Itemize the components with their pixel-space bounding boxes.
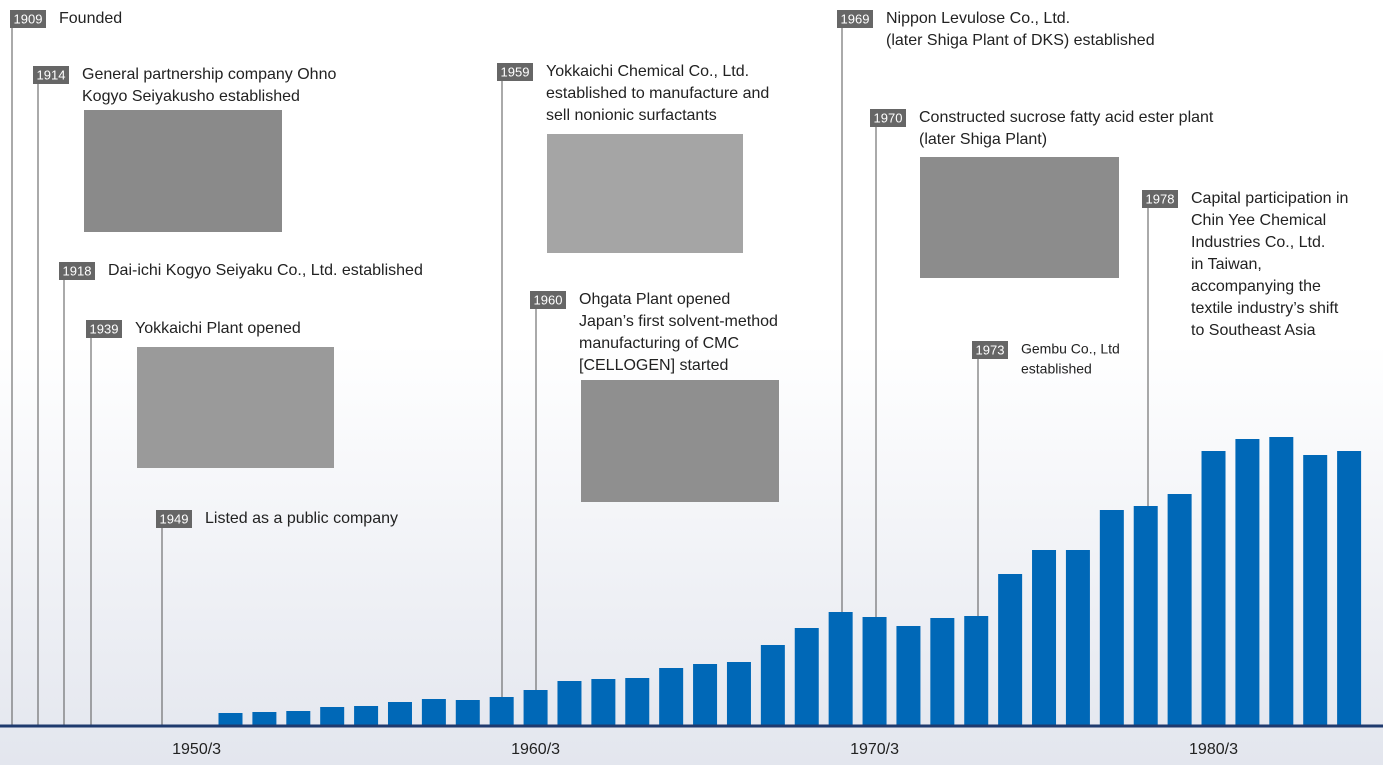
bar — [286, 711, 311, 725]
event-text: Japan’s first solvent-method — [579, 313, 778, 330]
event-year: 1914 — [37, 67, 66, 82]
event-text: textile industry’s shift — [1191, 300, 1339, 317]
event-text: General partnership company Ohno — [82, 66, 336, 83]
event-year: 1978 — [1146, 191, 1175, 206]
bar — [998, 574, 1023, 725]
bar — [1032, 550, 1057, 725]
bar — [421, 699, 446, 725]
event-year: 1969 — [841, 11, 870, 26]
bar — [862, 617, 887, 725]
x-tick-label: 1980/3 — [1189, 741, 1238, 758]
photo — [920, 157, 1119, 278]
bar — [1337, 451, 1362, 725]
event-year: 1960 — [534, 292, 563, 307]
event-text: Gembu Co., Ltd — [1021, 341, 1120, 357]
x-tick-label: 1970/3 — [850, 741, 899, 758]
year-badge — [972, 341, 1008, 359]
photo — [547, 134, 743, 253]
bar — [828, 612, 853, 725]
bar — [557, 681, 582, 725]
bar — [354, 706, 379, 725]
bar — [625, 678, 650, 725]
event-text: sell nonionic surfactants — [546, 107, 717, 124]
event-text: Capital participation in — [1191, 190, 1348, 207]
event-year: 1949 — [160, 511, 189, 526]
bar — [1167, 494, 1192, 725]
bar — [964, 616, 989, 725]
bar — [1235, 439, 1260, 725]
event-text: Nippon Levulose Co., Ltd. — [886, 10, 1070, 27]
year-badge — [837, 10, 873, 28]
year-badge — [86, 320, 122, 338]
event-text: Yokkaichi Chemical Co., Ltd. — [546, 63, 749, 80]
bar — [591, 679, 616, 725]
bar — [489, 697, 514, 725]
event-text: (later Shiga Plant) — [919, 131, 1047, 148]
bar — [320, 707, 345, 725]
event-text: Chin Yee Chemical — [1191, 212, 1326, 229]
event-text: accompanying the — [1191, 278, 1321, 295]
event-text: manufacturing of CMC — [579, 335, 739, 352]
event-text: (later Shiga Plant of DKS) established — [886, 32, 1155, 49]
event-year: 1970 — [874, 110, 903, 125]
year-badge — [870, 109, 906, 127]
bar — [659, 668, 684, 725]
event-year: 1959 — [501, 64, 530, 79]
bar — [1303, 455, 1328, 725]
bar — [523, 690, 548, 725]
bar — [726, 662, 751, 725]
event-text: [CELLOGEN] started — [579, 357, 728, 374]
bar — [930, 618, 955, 725]
event-text: to Southeast Asia — [1191, 322, 1316, 339]
x-tick-label: 1960/3 — [511, 741, 560, 758]
event-text: established — [1021, 361, 1092, 377]
photo — [84, 110, 282, 232]
photo — [581, 380, 779, 502]
photo — [137, 347, 334, 468]
bar — [760, 645, 785, 725]
event-text: Founded — [59, 10, 122, 27]
event-text: Dai-ichi Kogyo Seiyaku Co., Ltd. establi… — [108, 262, 423, 279]
bar — [387, 702, 412, 725]
bar — [1099, 510, 1124, 725]
year-badge — [497, 63, 533, 81]
year-badge — [1142, 190, 1178, 208]
year-badge — [33, 66, 69, 84]
year-badge — [156, 510, 192, 528]
bar — [1201, 451, 1226, 725]
bar — [896, 626, 921, 725]
event-text: Ohgata Plant opened — [579, 291, 730, 308]
bar — [1269, 437, 1294, 725]
x-tick-label: 1950/3 — [172, 741, 221, 758]
event-text: established to manufacture and — [546, 85, 769, 102]
event-text: Yokkaichi Plant opened — [135, 320, 301, 337]
event-text: in Taiwan, — [1191, 256, 1262, 273]
event-text: Constructed sucrose fatty acid ester pla… — [919, 109, 1214, 126]
event-year: 1909 — [14, 11, 43, 26]
bar — [218, 713, 243, 725]
event-year: 1973 — [976, 342, 1005, 357]
event-year: 1939 — [90, 321, 119, 336]
year-badge — [10, 10, 46, 28]
event-text: Kogyo Seiyakusho established — [82, 88, 300, 105]
year-badge — [59, 262, 95, 280]
bar — [794, 628, 819, 725]
bar — [1133, 506, 1158, 725]
event-text: Industries Co., Ltd. — [1191, 234, 1325, 251]
bar — [455, 700, 480, 725]
bar — [1065, 550, 1090, 725]
bar — [252, 712, 277, 725]
year-badge — [530, 291, 566, 309]
event-text: Listed as a public company — [205, 510, 398, 527]
event-year: 1918 — [63, 263, 92, 278]
bar — [693, 664, 718, 725]
